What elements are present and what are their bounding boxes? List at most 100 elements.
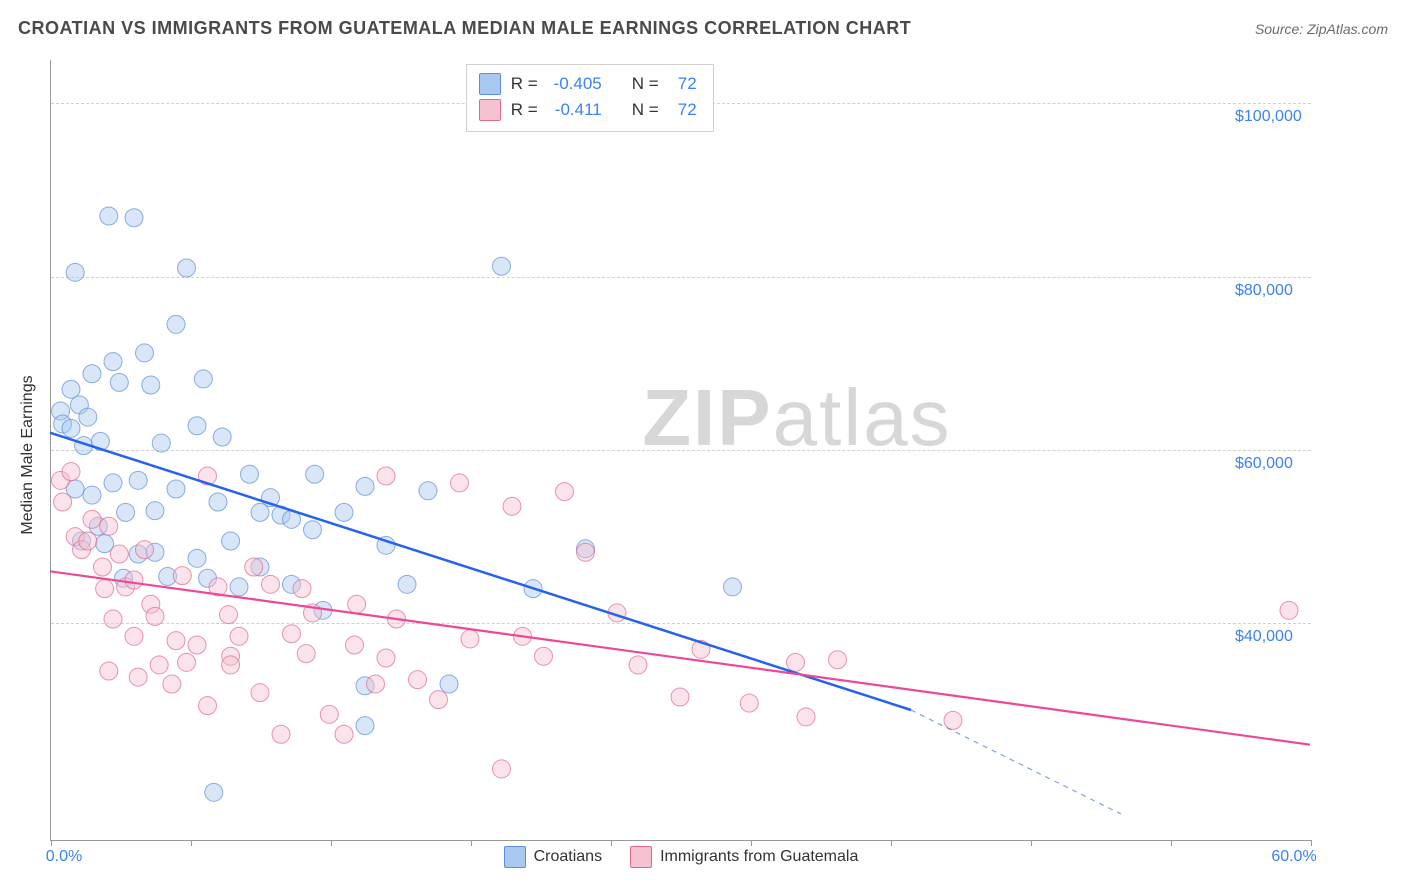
scatter-point: [1280, 601, 1298, 619]
scatter-point: [577, 543, 595, 561]
scatter-point: [104, 353, 122, 371]
stat-r-value: -0.405: [548, 74, 602, 94]
scatter-point: [671, 688, 689, 706]
x-tick: [891, 840, 892, 846]
scatter-point: [83, 365, 101, 383]
legend-swatch: [630, 846, 652, 868]
x-tick: [51, 840, 52, 846]
scatter-point: [129, 668, 147, 686]
scatter-point: [493, 257, 511, 275]
x-tick-label: 60.0%: [1271, 848, 1316, 866]
scatter-point: [188, 417, 206, 435]
scatter-point: [83, 510, 101, 528]
scatter-point: [306, 465, 324, 483]
scatter-point: [335, 725, 353, 743]
y-tick-label: $60,000: [1235, 455, 1293, 473]
scatter-point: [62, 419, 80, 437]
scatter-point: [150, 656, 168, 674]
scatter-point: [178, 653, 196, 671]
y-axis-label: Median Male Earnings: [19, 375, 37, 534]
scatter-point: [297, 645, 315, 663]
stat-n-value: 72: [669, 74, 697, 94]
scatter-point: [188, 549, 206, 567]
scatter-point: [104, 610, 122, 628]
scatter-point: [629, 656, 647, 674]
scatter-point: [62, 463, 80, 481]
scatter-point: [83, 486, 101, 504]
scatter-point: [493, 760, 511, 778]
scatter-point: [241, 465, 259, 483]
scatter-point: [320, 705, 338, 723]
scatter-point: [100, 207, 118, 225]
stat-n-value: 72: [669, 100, 697, 120]
scatter-point: [96, 580, 114, 598]
legend-item: Immigrants from Guatemala: [630, 846, 858, 868]
scatter-plot: [50, 60, 1310, 840]
scatter-point: [220, 606, 238, 624]
scatter-point: [503, 497, 521, 515]
scatter-point: [110, 373, 128, 391]
scatter-point: [787, 653, 805, 671]
scatter-point: [188, 636, 206, 654]
scatter-point: [129, 471, 147, 489]
scatter-point: [167, 480, 185, 498]
scatter-point: [829, 651, 847, 669]
scatter-point: [167, 315, 185, 333]
y-tick-label: $40,000: [1235, 628, 1293, 646]
scatter-point: [66, 263, 84, 281]
stat-n-label: N =: [632, 74, 659, 94]
scatter-point: [367, 675, 385, 693]
scatter-point: [461, 630, 479, 648]
stat-row: R =-0.405N =72: [479, 71, 697, 97]
scatter-point: [146, 607, 164, 625]
stat-swatch: [479, 99, 501, 121]
scatter-point: [440, 675, 458, 693]
scatter-point: [346, 636, 364, 654]
chart-source: Source: ZipAtlas.com: [1255, 21, 1388, 37]
scatter-point: [230, 578, 248, 596]
x-tick: [331, 840, 332, 846]
scatter-point: [377, 467, 395, 485]
y-tick-label: $100,000: [1235, 108, 1302, 126]
scatter-point: [100, 662, 118, 680]
scatter-point: [535, 647, 553, 665]
scatter-point: [163, 675, 181, 693]
legend-item: Croatians: [504, 846, 602, 868]
scatter-point: [409, 671, 427, 689]
scatter-point: [136, 541, 154, 559]
scatter-point: [79, 532, 97, 550]
scatter-point: [304, 521, 322, 539]
x-tick: [1311, 840, 1312, 846]
scatter-point: [110, 545, 128, 563]
scatter-point: [944, 711, 962, 729]
scatter-point: [213, 428, 231, 446]
scatter-point: [209, 493, 227, 511]
scatter-point: [222, 656, 240, 674]
scatter-point: [100, 517, 118, 535]
scatter-point: [205, 783, 223, 801]
legend-label: Immigrants from Guatemala: [660, 848, 858, 865]
x-tick: [1031, 840, 1032, 846]
scatter-point: [797, 708, 815, 726]
x-tick: [191, 840, 192, 846]
scatter-point: [117, 503, 135, 521]
scatter-point: [272, 725, 290, 743]
stat-row: R =-0.411N =72: [479, 97, 697, 123]
scatter-point: [222, 532, 240, 550]
scatter-point: [54, 493, 72, 511]
scatter-point: [199, 697, 217, 715]
scatter-point: [335, 503, 353, 521]
scatter-point: [62, 380, 80, 398]
chart-title: CROATIAN VS IMMIGRANTS FROM GUATEMALA ME…: [18, 18, 911, 39]
x-tick: [1171, 840, 1172, 846]
stat-swatch: [479, 73, 501, 95]
stat-n-label: N =: [632, 100, 659, 120]
trend-line-dashed: [911, 710, 1121, 814]
scatter-point: [556, 483, 574, 501]
scatter-point: [356, 717, 374, 735]
scatter-point: [398, 575, 416, 593]
scatter-point: [94, 558, 112, 576]
scatter-point: [430, 691, 448, 709]
scatter-point: [125, 571, 143, 589]
scatter-point: [245, 558, 263, 576]
